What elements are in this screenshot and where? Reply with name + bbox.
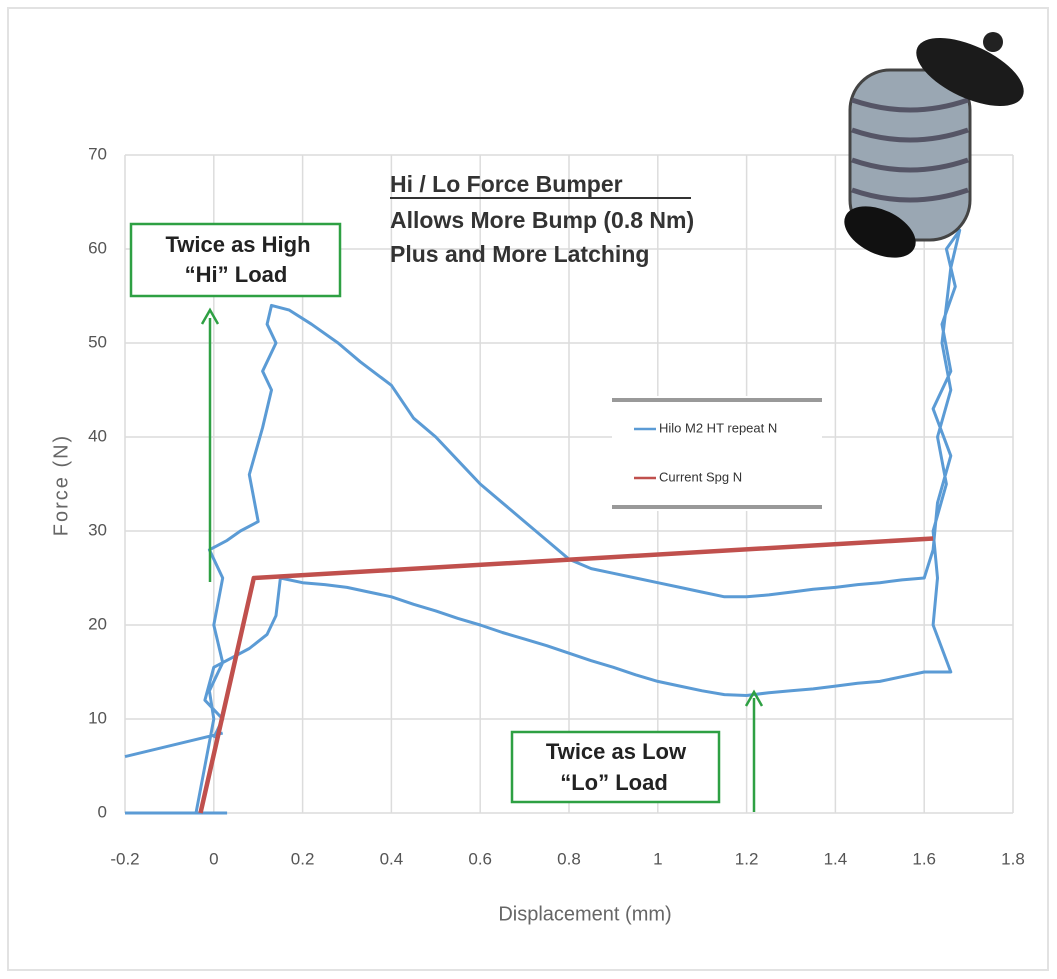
series-line xyxy=(124,228,962,815)
x-tick-label: 1.8 xyxy=(1001,849,1025,868)
y-tick-label: 70 xyxy=(88,144,107,163)
annotation-box xyxy=(510,730,721,804)
y-tick-label: 0 xyxy=(98,802,107,821)
legend-label: Current Spg N xyxy=(659,469,742,484)
plot xyxy=(124,228,962,815)
x-tick-label: 0.4 xyxy=(380,849,404,868)
y-tick-label: 30 xyxy=(88,520,107,539)
legend: Hilo M2 HT repeat N Current Spg N xyxy=(612,396,822,511)
headline: Allows More Bump (0.8 Nm) xyxy=(390,207,694,233)
y-tick-label: 60 xyxy=(88,238,107,257)
y-tick-label: 40 xyxy=(88,426,107,445)
annotation: “Lo” Load xyxy=(560,770,668,795)
headline: Plus and More Latching xyxy=(390,241,649,267)
annotation: Twice as Low xyxy=(546,739,687,764)
x-tick-label: 0.6 xyxy=(468,849,492,868)
legend-box xyxy=(612,396,822,511)
x-tick-label: -0.2 xyxy=(110,849,139,868)
annotation-box xyxy=(129,222,342,298)
legend-label: Hilo M2 HT repeat N xyxy=(659,420,777,435)
x-tick-label: 1 xyxy=(653,849,662,868)
x-tick-label: 0.8 xyxy=(557,849,581,868)
y-tick-label: 50 xyxy=(88,332,107,351)
annotation: Twice as High xyxy=(165,232,310,257)
headline: Hi / Lo Force Bumper xyxy=(390,171,623,197)
arrow xyxy=(200,307,220,582)
y-axis-title: Force (N) xyxy=(50,434,72,536)
series-line xyxy=(198,536,934,814)
y-tick-label: 10 xyxy=(88,708,107,727)
x-axis-title: Displacement (mm) xyxy=(498,903,671,925)
annotation: “Hi” Load xyxy=(185,262,288,287)
x-tick-label: 0 xyxy=(209,849,218,868)
x-tick-label: 0.2 xyxy=(291,849,315,868)
y-tick-label: 20 xyxy=(88,614,107,633)
x-tick-label: 1.6 xyxy=(912,849,936,868)
spring-image xyxy=(844,32,1024,258)
x-tick-label: 1.2 xyxy=(735,849,759,868)
x-tick-label: 1.4 xyxy=(824,849,848,868)
arrow xyxy=(744,689,764,812)
